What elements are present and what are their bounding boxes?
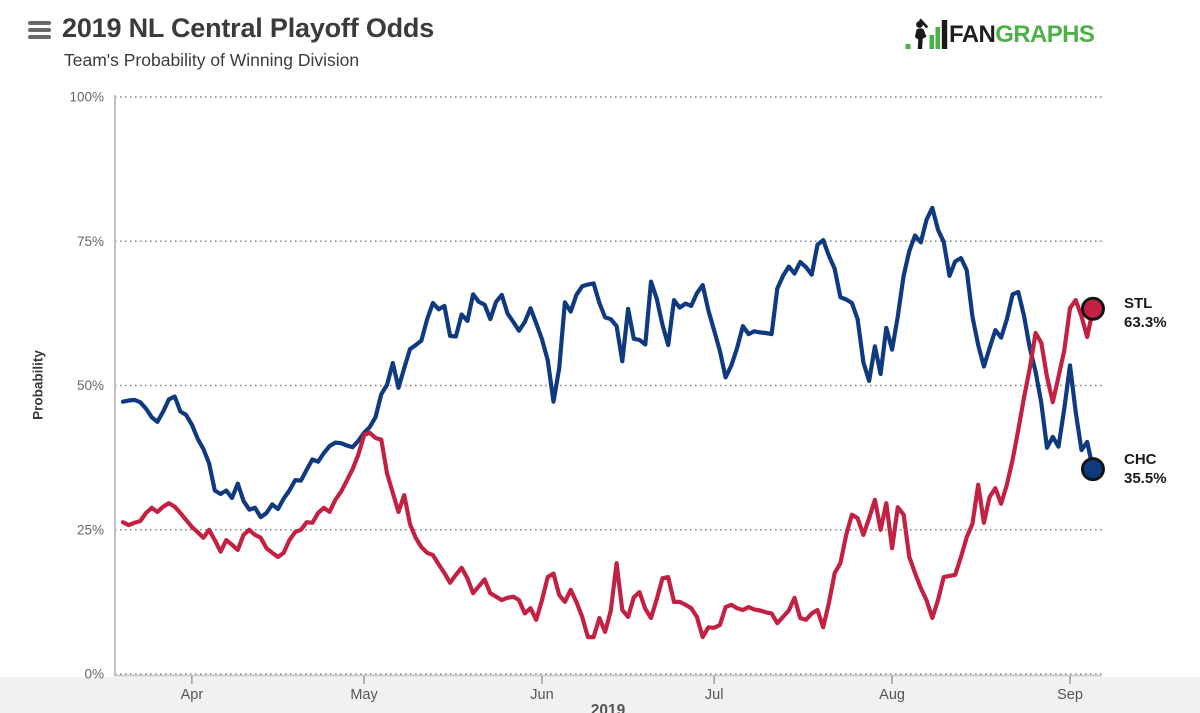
logo-text-fan: FAN bbox=[949, 21, 996, 48]
hamburger-bar bbox=[28, 34, 51, 39]
fangraphs-batter-icon bbox=[905, 18, 948, 49]
stl-end-label: STL bbox=[1124, 295, 1153, 312]
chc-end-label: CHC bbox=[1124, 451, 1157, 468]
y-tick-label: 100% bbox=[69, 90, 104, 105]
chc-end-tag: CHC 35.5% bbox=[1124, 450, 1194, 488]
x-tick-label: Sep bbox=[1057, 687, 1083, 703]
chc-end-value: 35.5% bbox=[1124, 470, 1167, 487]
x-tick-label: Aug bbox=[879, 687, 905, 703]
x-axis-year-label: 2019 bbox=[590, 702, 626, 713]
chc-odds-line[interactable] bbox=[120, 205, 1096, 520]
chc-end-dot bbox=[1080, 457, 1105, 482]
hamburger-bar bbox=[28, 27, 51, 32]
x-tick-label: May bbox=[350, 687, 378, 703]
hamburger-bar bbox=[28, 21, 51, 25]
stl-odds-line[interactable] bbox=[120, 298, 1096, 640]
x-axis-band bbox=[0, 677, 1200, 713]
stl-end-value: 63.3% bbox=[1124, 314, 1167, 331]
hamburger-menu-icon[interactable] bbox=[28, 21, 51, 42]
y-tick-label: 50% bbox=[77, 378, 104, 393]
stl-end-tag: STL 63.3% bbox=[1124, 294, 1194, 332]
y-tick-label: 75% bbox=[77, 234, 104, 249]
y-axis-title: Probability bbox=[30, 350, 46, 420]
y-tick-label: 0% bbox=[84, 667, 104, 682]
x-tick-label: Apr bbox=[181, 687, 204, 703]
stl-end-dot bbox=[1080, 296, 1105, 321]
fangraphs-logo: FANGRAPHS bbox=[905, 16, 1095, 50]
x-tick-label: Jun bbox=[530, 687, 553, 703]
y-tick-label: 25% bbox=[77, 522, 104, 537]
logo-text-graphs: GRAPHS bbox=[995, 21, 1095, 48]
page-subtitle: Team's Probability of Winning Division bbox=[64, 50, 360, 70]
x-tick-label: Jul bbox=[705, 687, 724, 703]
page-title: 2019 NL Central Playoff Odds bbox=[62, 13, 435, 43]
